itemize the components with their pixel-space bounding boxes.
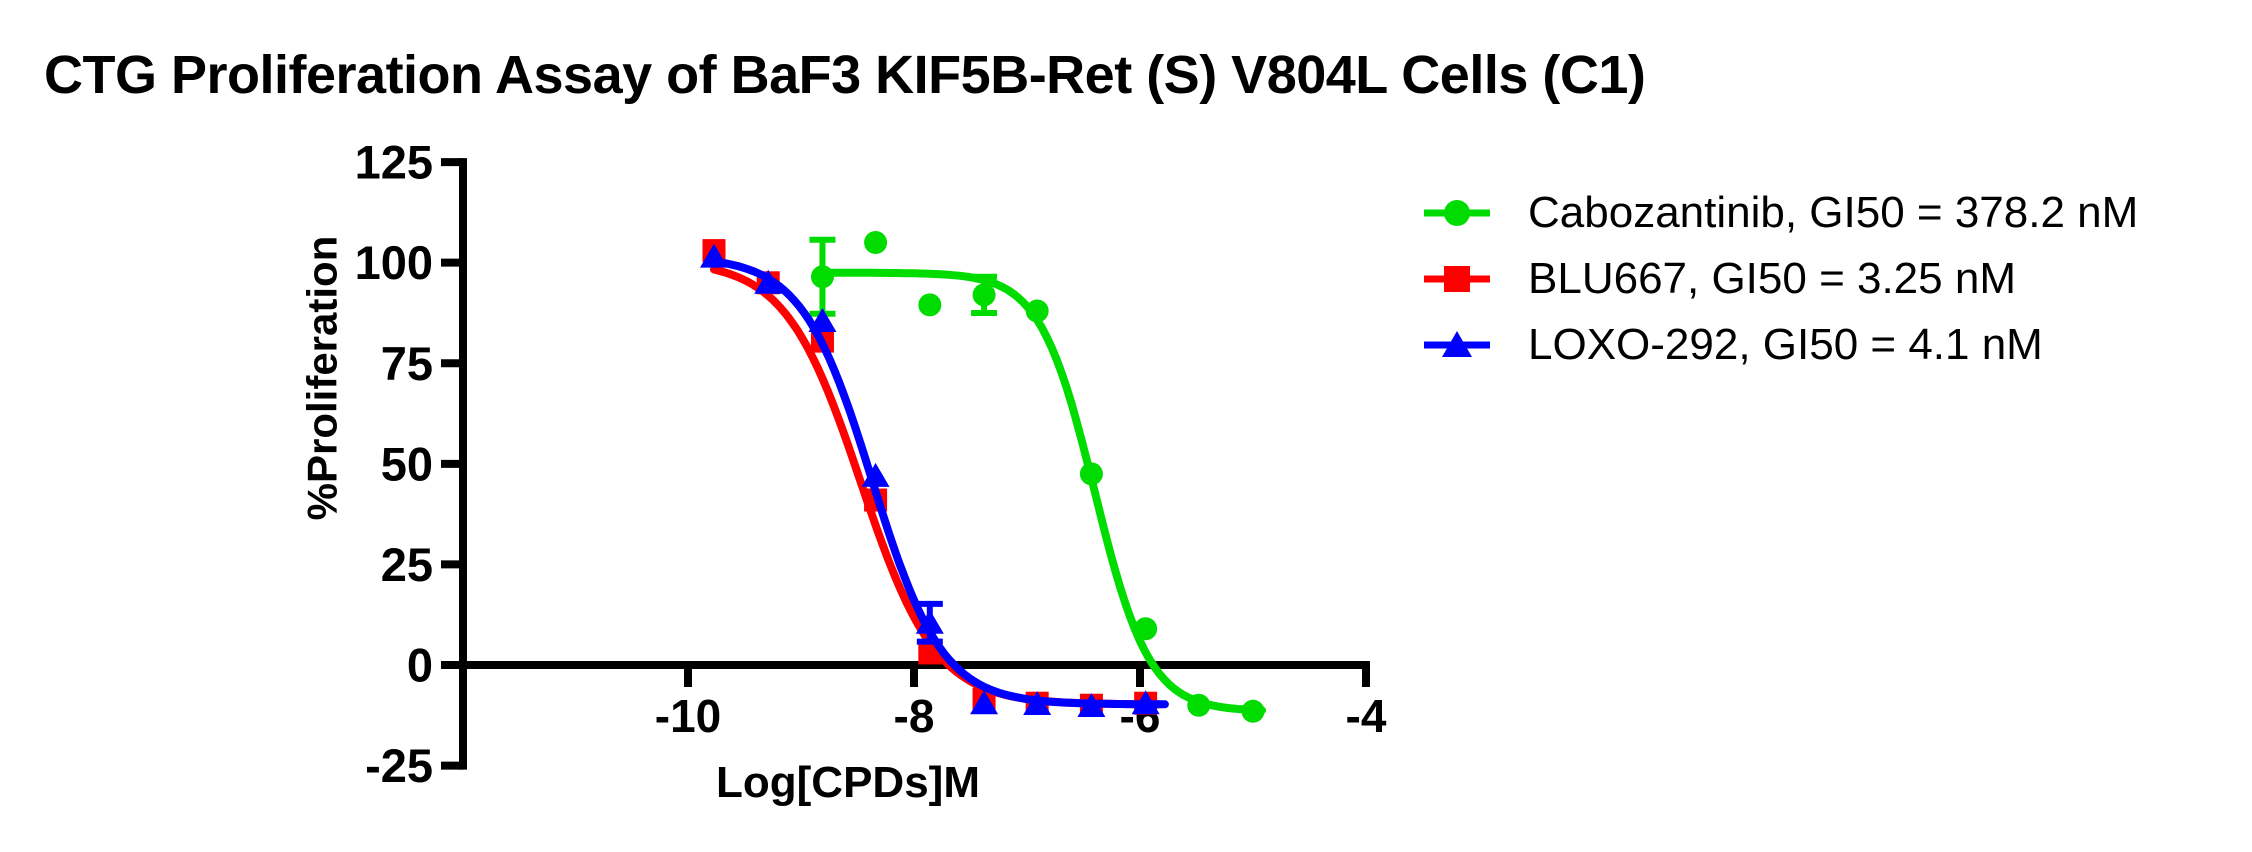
loxo292-triangle-marker-icon	[1424, 331, 1490, 357]
data-point-circle	[1241, 699, 1265, 723]
y-axis-label: %Proliferation	[299, 236, 346, 521]
legend-label-blu667: BLU667, GI50 = 3.25 nM	[1528, 254, 2016, 303]
x-tick-label: -10	[655, 690, 721, 742]
legend-row-blu667: BLU667, GI50 = 3.25 nM	[1402, 246, 2138, 312]
chart-title: CTG Proliferation Assay of BaF3 KIF5B-Re…	[44, 45, 1646, 105]
legend-row-loxo292: LOXO-292, GI50 = 4.1 nM	[1402, 312, 2138, 378]
data-point-circle	[1025, 299, 1049, 323]
data-point-triangle	[861, 462, 890, 487]
data-point-triangle	[970, 690, 999, 715]
data-point-triangle	[1131, 690, 1160, 715]
legend-row-cabozantinib: Cabozantinib, GI50 = 378.2 nM	[1402, 180, 2138, 246]
triangle-marker-glyph	[1442, 331, 1472, 357]
legend: Cabozantinib, GI50 = 378.2 nM BLU667, GI…	[1402, 180, 2138, 378]
data-point-circle	[1134, 617, 1158, 641]
data-point-triangle	[1023, 691, 1052, 716]
data-point-triangle	[808, 308, 837, 333]
y-tick-label: 25	[381, 538, 433, 591]
data-point-circle	[810, 265, 834, 289]
fit-curve	[818, 268, 1266, 715]
cabozantinib-circle-marker-icon	[1424, 200, 1490, 226]
y-tick-label: 50	[381, 437, 433, 490]
legend-label-loxo292: LOXO-292, GI50 = 4.1 nM	[1528, 320, 2043, 369]
square-marker-glyph	[1444, 266, 1470, 292]
data-point-circle	[1187, 693, 1211, 717]
data-point-circle	[864, 231, 888, 255]
x-tick-label: -4	[1346, 690, 1387, 742]
data-point-triangle	[754, 269, 783, 294]
data-point-circle	[1079, 462, 1103, 486]
series-cabozantinib	[809, 231, 1266, 723]
y-tick-label: 0	[407, 639, 433, 692]
circle-marker-glyph	[1444, 200, 1470, 226]
y-tick-label: -25	[365, 739, 433, 792]
y-tick-label: 100	[355, 236, 433, 289]
series-loxo-292	[699, 243, 1169, 718]
data-point-circle	[918, 293, 942, 317]
data-point-circle	[972, 283, 996, 307]
data-point-triangle	[915, 609, 944, 634]
data-point-triangle	[1077, 693, 1106, 718]
x-tick-label: -8	[894, 690, 935, 742]
y-tick-label: 125	[355, 136, 433, 189]
data-point-triangle	[699, 243, 728, 268]
blu667-square-marker-icon	[1424, 266, 1490, 292]
y-tick-label: 75	[381, 337, 433, 390]
legend-label-cabozantinib: Cabozantinib, GI50 = 378.2 nM	[1528, 188, 2139, 237]
x-axis-label: Log[CPDs]M	[716, 758, 980, 807]
